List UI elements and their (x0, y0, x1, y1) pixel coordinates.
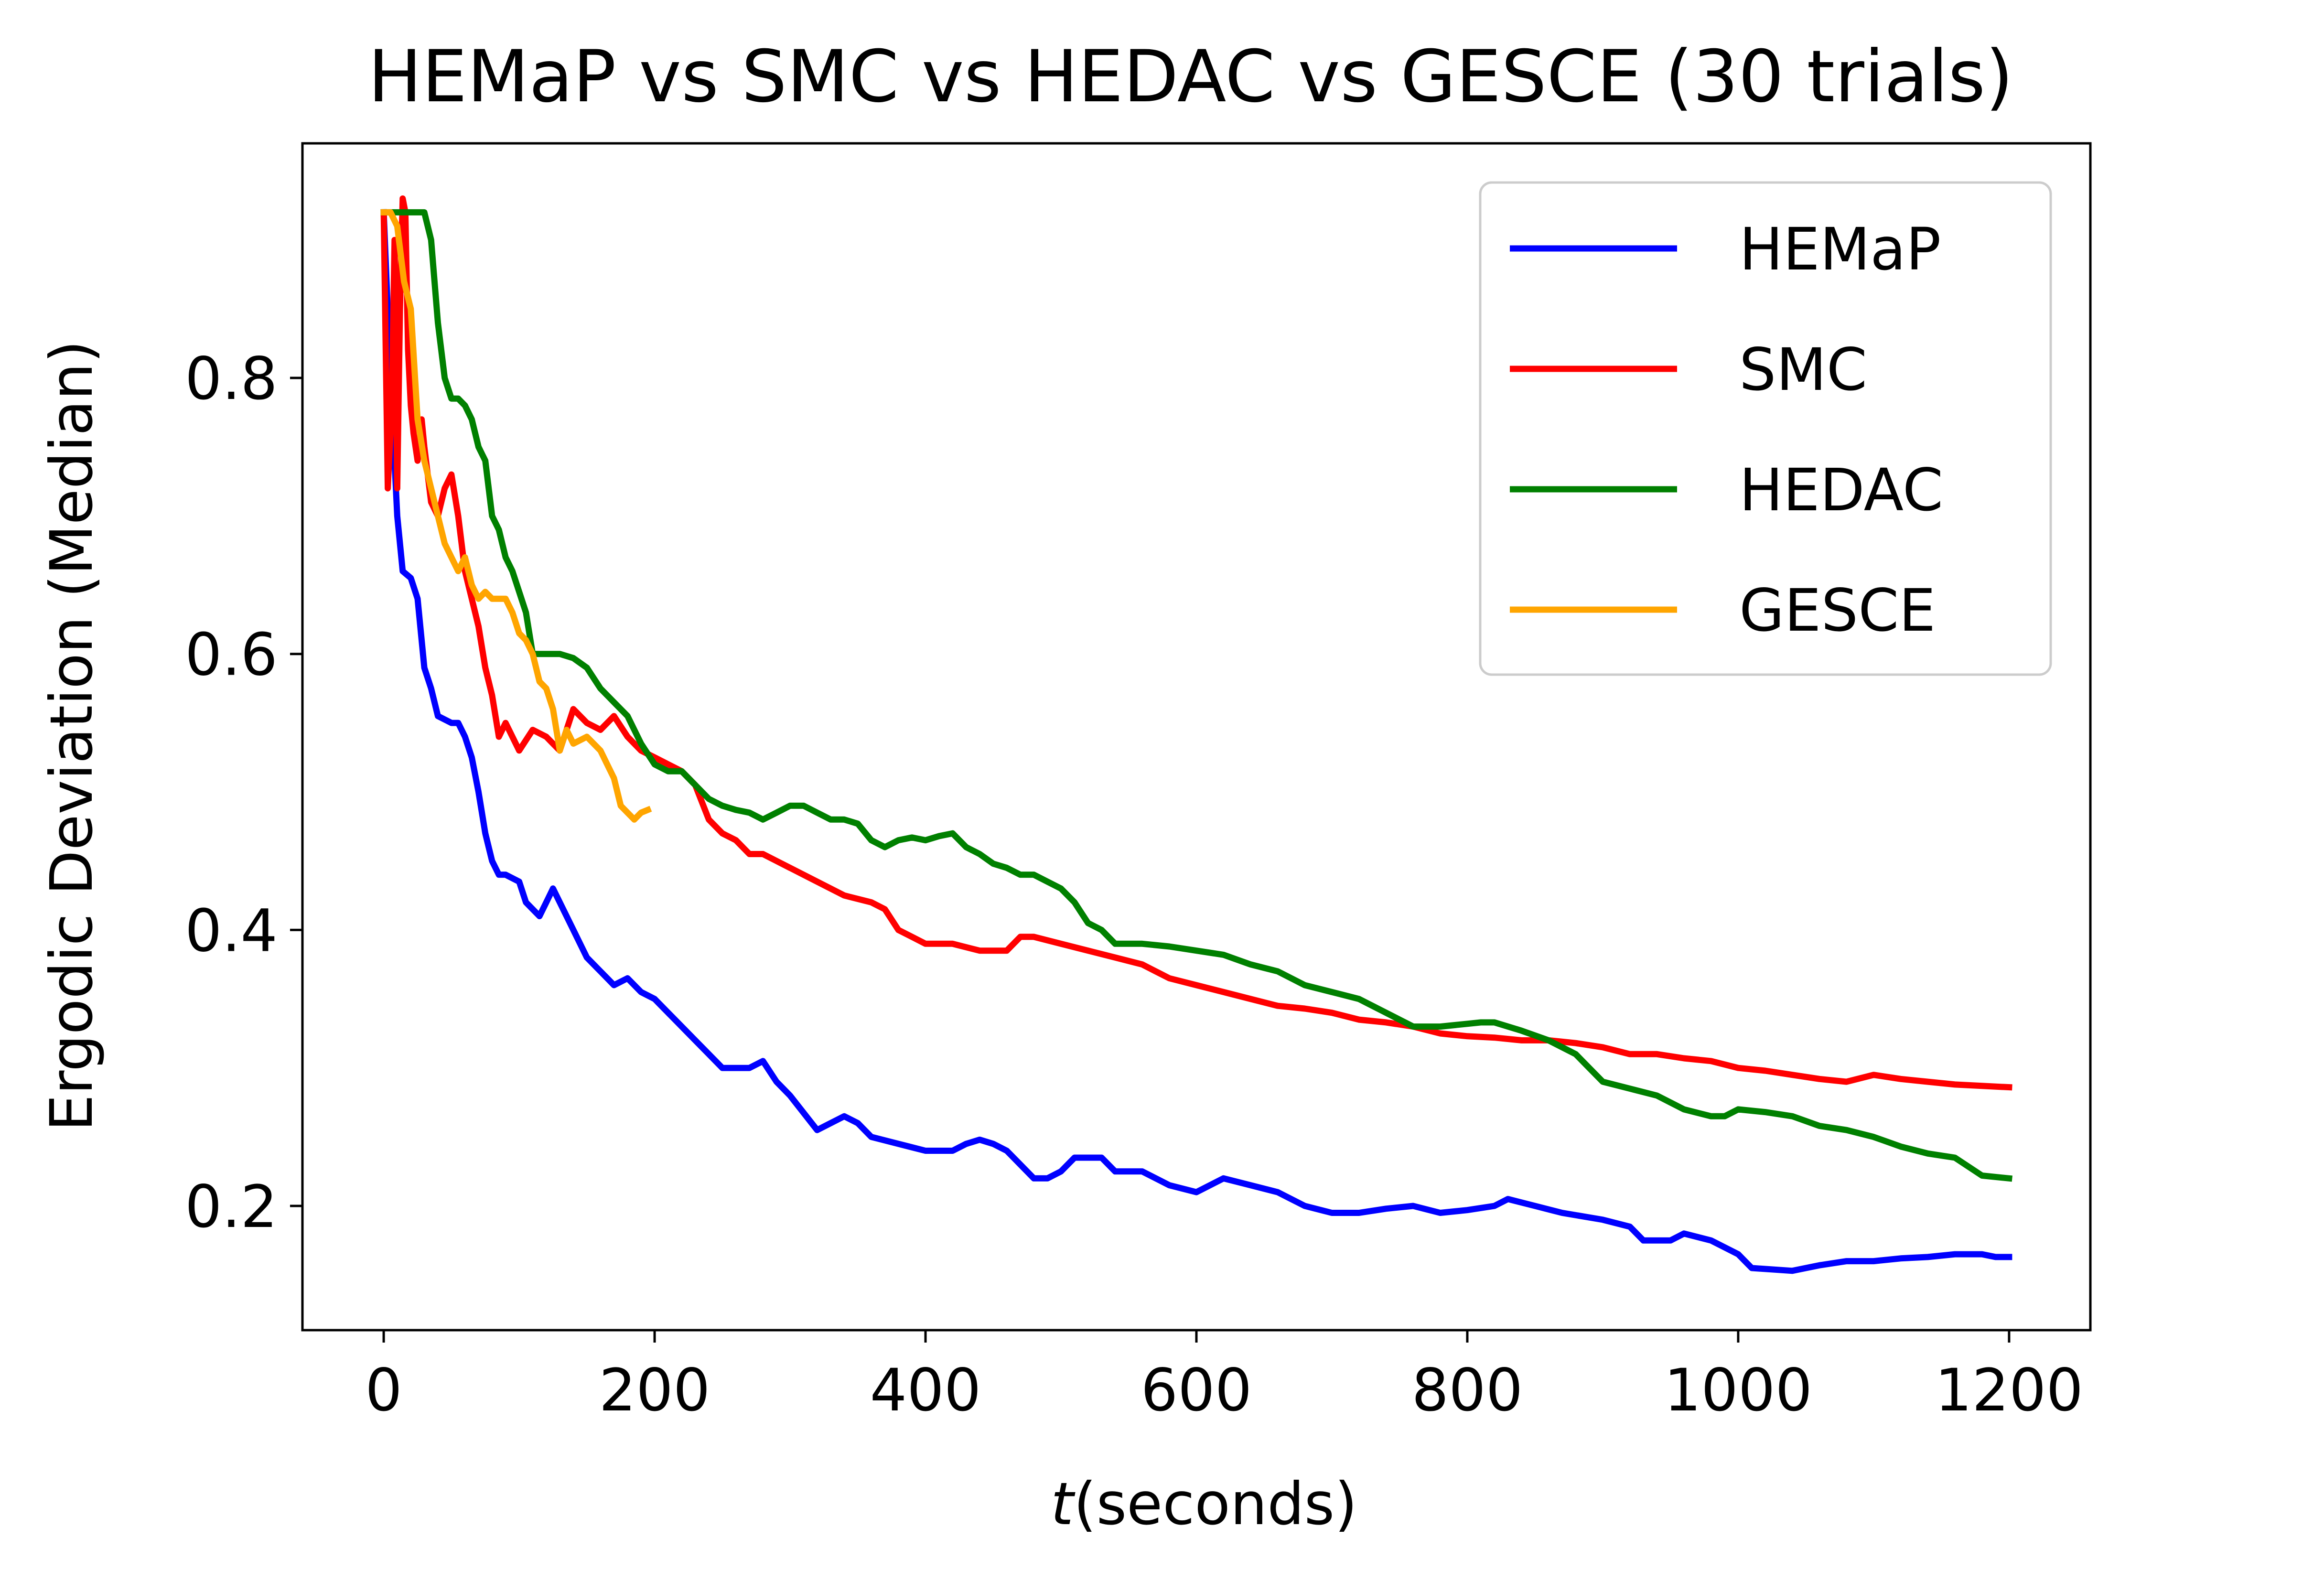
x-tick-label: 1000 (1664, 1356, 1812, 1424)
y-tick-label: 0.4 (185, 897, 278, 965)
series-line-smc (380, 195, 2012, 1091)
plot-area (301, 142, 2092, 1332)
legend-frame (1479, 181, 2052, 676)
x-tick-label: 600 (1141, 1356, 1252, 1424)
x-axis-label-variable: t (1051, 1470, 1076, 1538)
x-tick-label: 800 (1412, 1356, 1523, 1424)
series-line-gesce (380, 209, 652, 823)
x-tick-label: 400 (870, 1356, 981, 1424)
y-tick-label: 0.6 (185, 621, 278, 689)
series-layer (380, 195, 2013, 1274)
legend-label-hedac: HEDAC (1739, 456, 1943, 524)
legend-items: HEMaP SMC HEDAC GESCE (1510, 215, 1943, 645)
legend-label-smc: SMC (1739, 336, 1867, 404)
x-axis-label-unit: (seconds) (1074, 1470, 1357, 1538)
series-line-hedac (380, 209, 2013, 1182)
legend-label-gesce: GESCE (1739, 577, 1936, 645)
x-tick-label: 0 (365, 1356, 402, 1424)
y-axis-ticks: 0.2 0.4 0.6 0.8 (185, 345, 302, 1241)
x-axis-ticks: 0 200 400 600 800 1000 1200 (365, 1330, 2083, 1424)
x-tick-label: 1200 (1935, 1356, 2083, 1424)
y-tick-label: 0.8 (185, 345, 278, 413)
x-tick-label: 200 (599, 1356, 710, 1424)
x-axis-label: t(seconds) (1051, 1470, 1357, 1538)
series-line-hemap (380, 209, 2012, 1274)
legend-label-hemap: HEMaP (1739, 215, 1941, 283)
y-axis-label: Ergodic Deviation (Median) (38, 340, 106, 1131)
y-tick-label: 0.2 (185, 1173, 278, 1241)
legend: HEMaP SMC HEDAC GESCE (1479, 181, 2052, 676)
chart-title: HEMaP vs SMC vs HEDAC vs GESCE (30 trial… (368, 35, 2013, 118)
